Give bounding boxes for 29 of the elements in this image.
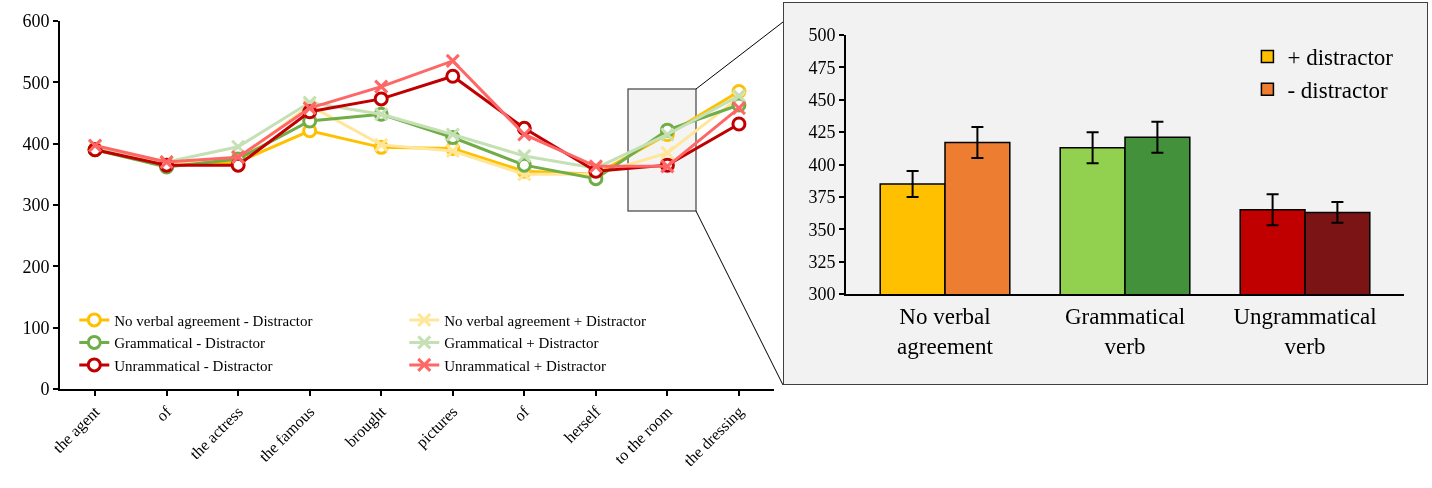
legend-label: - distractor (1287, 78, 1389, 104)
y-tick-label: 400 (22, 133, 50, 154)
legend-label: No verbal agreement + Distractor (444, 312, 646, 329)
y-tick-label: 425 (808, 122, 836, 143)
y-tick-label: 500 (22, 72, 50, 93)
y-tick-label: 475 (808, 57, 836, 78)
y-tick-label: 100 (22, 317, 50, 338)
legend-label: + distractor (1287, 45, 1394, 71)
legend-label: Grammatical - Distractor (114, 335, 266, 352)
y-tick-label: 375 (808, 187, 836, 208)
legend-label: Unrammatical + Distractor (444, 357, 607, 374)
legend-label: Unrammatical - Distractor (114, 357, 273, 374)
y-tick-label: 400 (808, 154, 836, 175)
y-tick-label: 300 (22, 195, 50, 216)
y-tick-label: 500 (808, 25, 836, 46)
y-tick-label: 325 (808, 251, 836, 272)
y-tick-label: 350 (808, 219, 836, 240)
x-tick-label: Grammatical verb (1064, 303, 1186, 359)
x-tick-label: of (152, 402, 175, 425)
y-tick-label: 200 (22, 256, 50, 277)
x-tick-label: No verbal agreement (897, 303, 994, 359)
y-tick-label: 300 (808, 284, 836, 305)
x-tick-label: Ungrammatical verb (1233, 303, 1377, 359)
y-tick-label: 0 (40, 379, 50, 400)
x-tick-label: of (510, 402, 533, 425)
legend-label: No verbal agreement - Distractor (114, 312, 313, 329)
legend-label: Grammatical + Distractor (444, 335, 599, 352)
y-tick-label: 600 (22, 11, 50, 32)
y-tick-label: 450 (808, 90, 836, 111)
